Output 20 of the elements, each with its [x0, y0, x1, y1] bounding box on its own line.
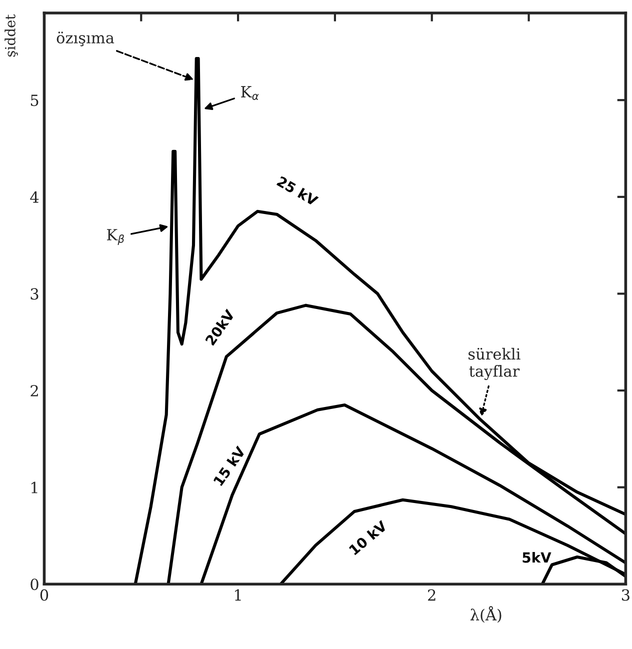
- annotation: K$_{α}$: [241, 86, 259, 100]
- x-tick-label: 0: [40, 589, 48, 601]
- text: 10 kV: [348, 520, 388, 556]
- y-tick-label: 3: [30, 288, 38, 300]
- text: 25 kV: [276, 176, 319, 206]
- y-axis-title: şiddet: [4, 14, 18, 57]
- annotation: sürekli tayflar: [468, 348, 520, 380]
- x-axis-title: λ(Å): [470, 606, 502, 623]
- y-tick-label: 2: [30, 384, 38, 396]
- y-tick-label: 1: [32, 482, 38, 494]
- series-label: 5kV: [522, 552, 552, 563]
- annotation: K$_{β}$: [107, 229, 124, 245]
- annotation: özışıma: [56, 32, 114, 46]
- x-tick-label: 1: [235, 589, 241, 601]
- text: 15 kV: [212, 445, 246, 486]
- y-tick-label: 5: [30, 94, 38, 106]
- y-tick-label: 0: [30, 578, 38, 590]
- x-tick-label: 3: [622, 589, 630, 601]
- x-tick-label: 2: [428, 589, 436, 601]
- y-tick-label: 4: [30, 191, 39, 203]
